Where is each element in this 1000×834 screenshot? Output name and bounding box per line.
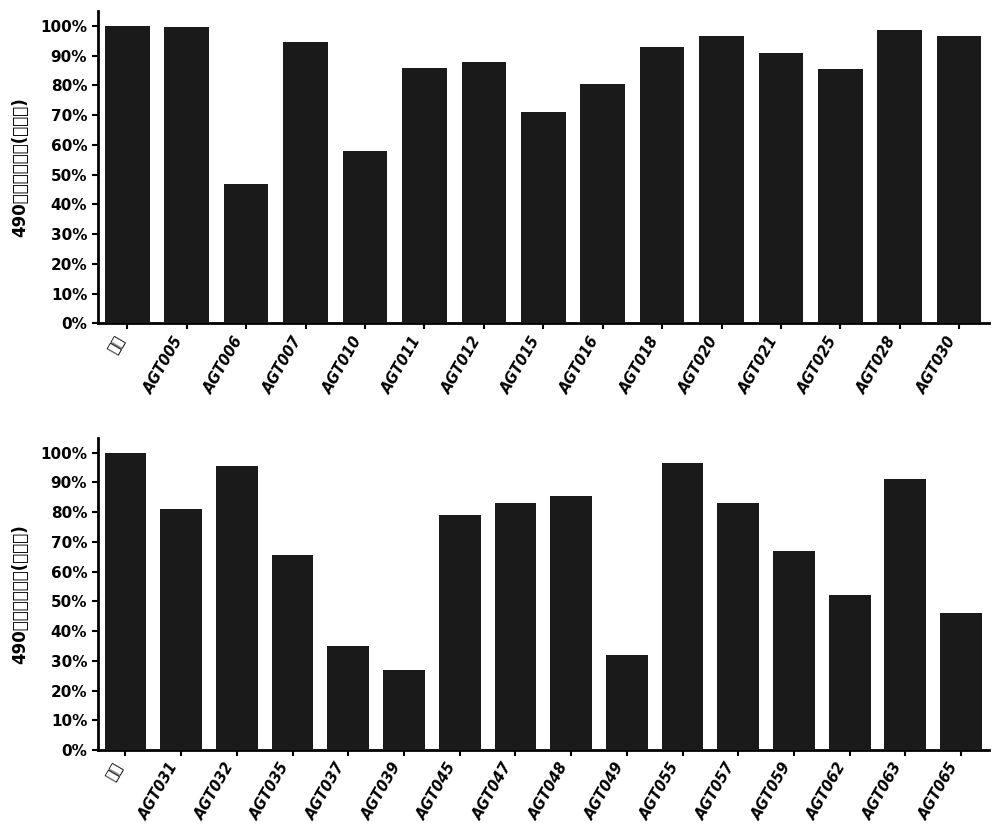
Bar (829, 595, 871, 750)
Bar (224, 183, 268, 324)
Bar (105, 26, 150, 324)
Y-axis label: 490纳米光吸收值(百分比): 490纳米光吸收值(百分比) (11, 98, 29, 237)
Bar (283, 43, 328, 324)
Bar (818, 69, 863, 324)
Bar (606, 655, 648, 750)
Bar (937, 37, 981, 324)
Bar (521, 113, 566, 324)
Bar (272, 555, 313, 750)
Bar (327, 646, 369, 750)
Bar (439, 515, 481, 750)
Bar (580, 84, 625, 324)
Y-axis label: 490纳米光吸收值(百分比): 490纳米光吸收值(百分比) (11, 524, 29, 664)
Bar (343, 151, 387, 324)
Bar (462, 62, 506, 324)
Bar (550, 495, 592, 750)
Bar (940, 613, 982, 750)
Bar (164, 28, 209, 324)
Bar (640, 47, 684, 324)
Bar (759, 53, 803, 324)
Bar (699, 37, 744, 324)
Bar (877, 30, 922, 324)
Bar (495, 503, 536, 750)
Bar (717, 503, 759, 750)
Bar (402, 68, 447, 324)
Bar (773, 550, 815, 750)
Bar (662, 463, 703, 750)
Bar (216, 466, 258, 750)
Bar (160, 510, 202, 750)
Bar (105, 453, 146, 750)
Bar (884, 480, 926, 750)
Bar (383, 670, 425, 750)
